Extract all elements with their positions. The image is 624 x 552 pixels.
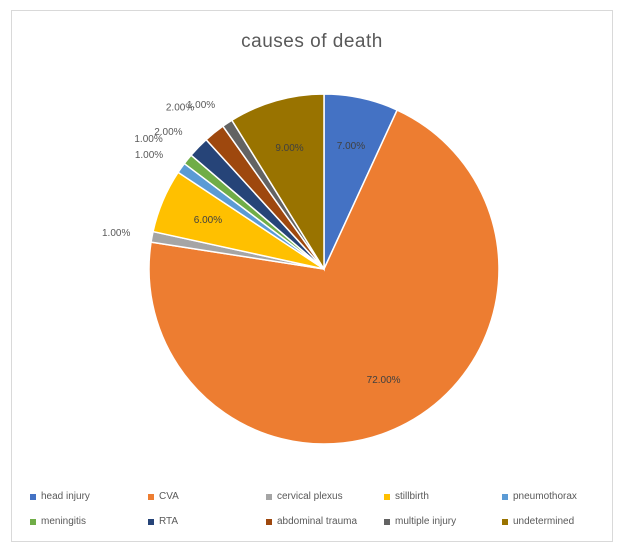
legend-item: RTA xyxy=(148,516,178,527)
data-label-undetermined: 9.00% xyxy=(275,143,303,154)
legend-swatch xyxy=(502,493,508,500)
data-label-meningitis: 1.00% xyxy=(134,134,162,145)
legend-swatch xyxy=(30,518,36,525)
legend-swatch xyxy=(30,493,36,500)
legend-swatch xyxy=(266,518,272,525)
legend-item: undetermined xyxy=(502,516,574,527)
legend-item: meningitis xyxy=(30,516,86,527)
pie-slice-undetermined xyxy=(230,93,325,272)
legend-label: RTA xyxy=(159,516,179,527)
pie-chart: 7.00%72.00%1.00%6.00%1.00%1.00%2.00%2.00… xyxy=(102,93,500,445)
data-label-pneumothorax: 1.00% xyxy=(135,150,163,161)
data-label-multiple-injury: 1.00% xyxy=(187,100,215,111)
legend-item: pneumothorax xyxy=(502,491,577,502)
pie-slice-CVA xyxy=(148,109,500,445)
legend-item: stillbirth xyxy=(384,491,429,502)
chart-title: causes of death xyxy=(241,31,383,52)
legend-item: abdominal trauma xyxy=(266,516,357,527)
legend-swatch xyxy=(384,518,390,525)
legend-swatch xyxy=(502,518,508,525)
legend-label: pneumothorax xyxy=(513,491,577,502)
legend-label: multiple injury xyxy=(395,516,457,527)
data-label-RTA: 2.00% xyxy=(154,127,182,138)
legend-item: head injury xyxy=(30,491,90,502)
legend-swatch xyxy=(384,493,390,500)
legend-swatch xyxy=(148,493,154,500)
legend-label: head injury xyxy=(41,491,90,502)
legend-label: abdominal trauma xyxy=(277,516,358,527)
chart-area: causes of death 7.00% 72.00% 1.00% 6.00% 1.0… xyxy=(11,10,613,542)
legend-label: cervical plexus xyxy=(277,491,343,502)
legend-swatch xyxy=(148,518,154,525)
data-label-CVA: 72.00% xyxy=(367,375,401,386)
legend-item: CVA xyxy=(148,491,179,502)
legend-item: cervical plexus xyxy=(266,491,343,502)
legend-label: stillbirth xyxy=(395,491,429,502)
legend-item: multiple injury xyxy=(384,516,456,527)
data-label-stillbirth: 6.00% xyxy=(194,215,222,226)
data-label-head-injury: 7.00% xyxy=(337,141,365,152)
legend-label: CVA xyxy=(159,491,179,502)
legend-swatch xyxy=(266,493,272,500)
data-label-abdominal-trauma: 2.00% xyxy=(166,103,194,114)
legend-label: undetermined xyxy=(513,516,575,527)
data-label-cervical-plexus: 1.00% xyxy=(102,228,130,239)
legend-label: meningitis xyxy=(41,516,87,527)
